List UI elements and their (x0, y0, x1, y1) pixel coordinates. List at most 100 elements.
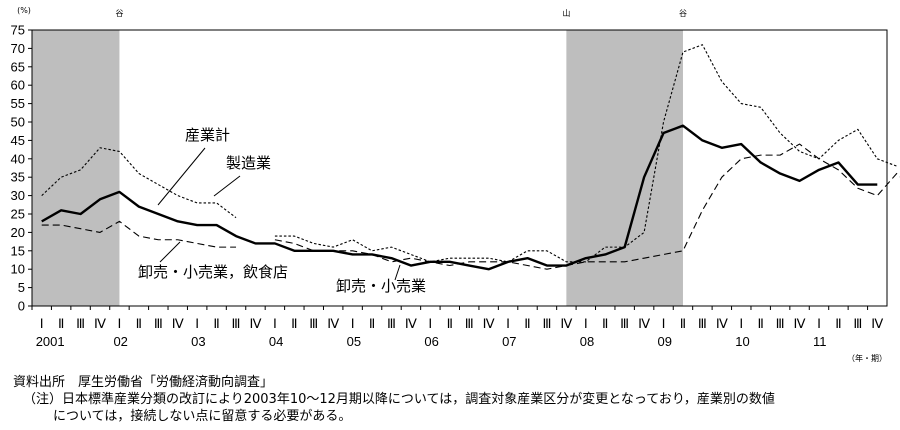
source-note: 資料出所 厚生労働省「労働経済動向調査」 (13, 375, 274, 390)
x-quarter-label: Ⅲ (232, 316, 241, 331)
x-year-label: 04 (269, 334, 283, 349)
x-quarter-label: Ⅳ (638, 316, 650, 331)
x-quarter-label: Ⅳ (716, 316, 728, 331)
x-quarter-label: Ⅱ (757, 316, 763, 331)
x-quarter-label: Ⅲ (154, 316, 163, 331)
y-tick-label: 45 (11, 133, 25, 148)
x-quarter-label: Ⅱ (602, 316, 608, 331)
turning-point-label: 谷 (679, 9, 687, 18)
x-quarter-label: Ⅳ (94, 316, 106, 331)
x-quarter-label: Ⅳ (172, 316, 184, 331)
annotation-leader (157, 147, 206, 206)
y-tick-label: 35 (11, 170, 25, 185)
chart-notes: 資料出所 厚生労働省「労働経済動向調査」 （注）日本標準産業分類の改訂により20… (13, 374, 775, 425)
annotation-label: 産業計 (185, 126, 230, 144)
x-quarter-label: Ⅰ (118, 316, 122, 331)
y-tick-label: 0 (18, 299, 25, 314)
series-line-1 (41, 147, 237, 219)
annotation-leader (394, 264, 401, 281)
annotation-leader (213, 175, 241, 197)
x-quarter-label: Ⅲ (620, 316, 629, 331)
x-quarter-label: Ⅰ (40, 316, 44, 331)
line-chart: 谷山谷051015202530354045505560657075(%)Ⅰ Ⅱ Ⅲ Ⅳ… (11, 6, 900, 363)
x-quarter-label: Ⅲ (776, 316, 785, 331)
x-quarter-label: Ⅱ (369, 316, 375, 331)
x-year-label: 09 (658, 334, 672, 349)
x-year-label: 03 (191, 334, 205, 349)
x-year-label: 11 (813, 334, 827, 349)
recession-band-1 (566, 30, 683, 306)
revision-note: （注）日本標準産業分類の改訂により2003年10～12月期以降については，調査対… (23, 392, 775, 407)
y-tick-label: 75 (11, 23, 25, 38)
y-tick-label: 15 (11, 243, 25, 258)
revision-note-continued: については，接続しない点に留意する必要がある。 (53, 409, 352, 424)
turning-point-label: 谷 (115, 9, 123, 18)
x-year-label: 07 (502, 334, 516, 349)
y-tick-label: 55 (11, 96, 25, 111)
x-quarter-label: Ⅱ (213, 316, 219, 331)
x-quarter-label: Ⅰ (351, 316, 355, 331)
x-quarter-label: Ⅱ (524, 316, 530, 331)
y-tick-label: 5 (18, 280, 25, 295)
y-tick-label: 30 (11, 188, 25, 203)
y-tick-label: 40 (11, 151, 25, 166)
annotation-label: 製造業 (226, 154, 271, 172)
x-year-label: 06 (424, 334, 438, 349)
x-year-label: 08 (580, 334, 594, 349)
series-line-2 (41, 220, 237, 248)
recession-band-0 (32, 30, 120, 306)
x-year-label: 2001 (36, 334, 65, 349)
x-quarter-label: Ⅳ (327, 316, 339, 331)
x-quarter-label: Ⅲ (76, 316, 85, 331)
y-tick-label: 65 (11, 59, 25, 74)
x-quarter-label: Ⅱ (680, 316, 686, 331)
x-quarter-label: Ⅰ (662, 316, 666, 331)
x-quarter-label: Ⅰ (739, 316, 743, 331)
x-quarter-label: Ⅳ (560, 316, 572, 331)
recession-shading-layer (32, 30, 683, 306)
x-quarter-label: Ⅲ (853, 316, 862, 331)
x-quarter-label: Ⅳ (794, 316, 806, 331)
annotation-label: 卸売・小売業 (336, 277, 426, 295)
x-quarter-label: Ⅲ (698, 316, 707, 331)
y-tick-label: 50 (11, 115, 25, 130)
turning-point-label: 山 (562, 8, 570, 18)
series-line-3 (274, 143, 900, 270)
x-quarter-label: Ⅰ (273, 316, 277, 331)
x-quarter-label: Ⅰ (195, 316, 199, 331)
x-quarter-label: Ⅳ (249, 316, 261, 331)
y-tick-label: 20 (11, 225, 25, 240)
x-quarter-label: Ⅱ (835, 316, 841, 331)
x-quarter-label: Ⅳ (405, 316, 417, 331)
x-quarter-label: Ⅰ (584, 316, 588, 331)
chart-axes: 谷山谷051015202530354045505560657075(%)Ⅰ Ⅱ Ⅲ Ⅳ… (11, 6, 888, 363)
x-quarter-label: Ⅰ (428, 316, 432, 331)
x-year-label: 05 (347, 334, 361, 349)
x-quarter-label: Ⅰ (817, 316, 821, 331)
series-lines (41, 44, 900, 271)
x-quarter-label: Ⅱ (136, 316, 142, 331)
y-tick-label: 25 (11, 207, 25, 222)
series-line-1 (274, 44, 897, 263)
x-year-label: 10 (735, 334, 749, 349)
x-unit-label: （年・期） (847, 353, 887, 363)
x-quarter-label: Ⅳ (483, 316, 495, 331)
x-quarter-label: Ⅱ (291, 316, 297, 331)
x-quarter-label: Ⅲ (542, 316, 551, 331)
x-quarter-label: Ⅱ (447, 316, 453, 331)
series-line-0 (41, 124, 878, 271)
y-unit-label: (%) (17, 6, 31, 15)
x-quarter-label: Ⅲ (465, 316, 474, 331)
x-year-label: 02 (113, 334, 127, 349)
y-tick-label: 60 (11, 78, 25, 93)
x-quarter-label: Ⅰ (506, 316, 510, 331)
y-tick-label: 70 (11, 41, 25, 56)
x-quarter-label: Ⅲ (309, 316, 318, 331)
y-tick-label: 10 (11, 262, 25, 277)
x-quarter-label: Ⅳ (871, 316, 883, 331)
x-quarter-label: Ⅲ (387, 316, 396, 331)
annotation-leader (159, 241, 181, 263)
annotation-label: 卸売・小売業，飲食店 (138, 263, 288, 281)
x-quarter-label: Ⅱ (58, 316, 64, 331)
